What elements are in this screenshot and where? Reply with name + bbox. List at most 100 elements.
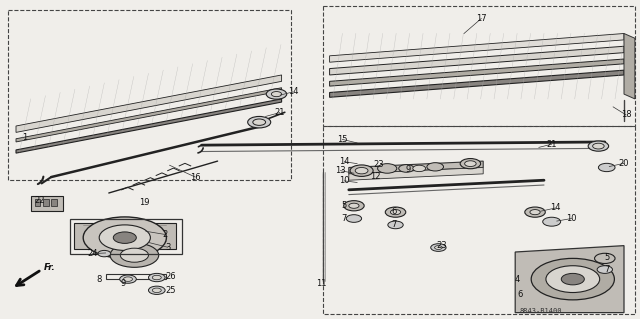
Circle shape (546, 266, 600, 293)
Text: 21: 21 (275, 108, 285, 117)
Bar (43, 199, 49, 206)
Circle shape (350, 165, 373, 176)
Polygon shape (624, 33, 635, 99)
Polygon shape (16, 75, 282, 132)
Circle shape (597, 266, 612, 273)
Circle shape (355, 167, 368, 174)
Bar (323, 6, 635, 126)
Circle shape (388, 221, 403, 229)
Circle shape (465, 161, 476, 167)
Circle shape (378, 164, 397, 173)
Text: 5: 5 (342, 201, 347, 210)
Text: 16: 16 (190, 173, 200, 182)
Text: 23: 23 (436, 241, 447, 250)
Circle shape (593, 143, 604, 149)
Text: Fr.: Fr. (44, 263, 55, 272)
Text: 14: 14 (550, 204, 561, 212)
Circle shape (390, 210, 401, 215)
Text: 7: 7 (604, 265, 609, 274)
Circle shape (530, 210, 540, 215)
Circle shape (266, 89, 287, 99)
Polygon shape (16, 88, 282, 142)
Text: 17: 17 (476, 14, 486, 23)
Text: 7: 7 (342, 214, 347, 223)
Text: 4: 4 (515, 275, 520, 284)
Circle shape (120, 275, 136, 283)
Circle shape (83, 217, 166, 258)
Polygon shape (330, 59, 624, 86)
Circle shape (120, 248, 148, 262)
Polygon shape (330, 33, 624, 62)
Bar (31, 196, 63, 211)
Text: 6: 6 (391, 207, 396, 216)
Circle shape (253, 119, 266, 125)
Circle shape (531, 258, 614, 300)
Circle shape (152, 288, 161, 293)
Text: 14: 14 (288, 87, 298, 96)
Polygon shape (330, 70, 624, 97)
Text: 21: 21 (547, 140, 557, 149)
Polygon shape (349, 161, 483, 174)
Circle shape (110, 243, 159, 267)
Bar (51, 199, 57, 206)
Text: 10: 10 (339, 176, 349, 185)
Text: 6: 6 (517, 290, 522, 299)
Polygon shape (74, 223, 176, 249)
Text: 20: 20 (619, 159, 629, 168)
Circle shape (525, 207, 545, 217)
Circle shape (399, 165, 414, 172)
Circle shape (148, 273, 165, 282)
Bar (35, 199, 40, 206)
Circle shape (431, 244, 446, 251)
Polygon shape (16, 99, 282, 153)
Text: 25: 25 (166, 286, 176, 295)
Text: 18: 18 (621, 110, 631, 119)
Text: 7: 7 (391, 220, 396, 229)
Circle shape (124, 277, 132, 281)
Text: 13: 13 (335, 166, 346, 175)
Text: 1: 1 (22, 133, 27, 142)
Circle shape (588, 141, 609, 151)
Circle shape (346, 215, 362, 222)
Circle shape (413, 165, 426, 172)
Text: 15: 15 (337, 135, 348, 144)
Polygon shape (515, 246, 624, 313)
Text: 22: 22 (35, 197, 45, 205)
Circle shape (561, 273, 584, 285)
Circle shape (152, 275, 161, 280)
Circle shape (99, 225, 150, 250)
Text: 26: 26 (166, 272, 176, 281)
Text: 2: 2 (163, 230, 168, 239)
Text: 5: 5 (604, 253, 609, 262)
Text: 3: 3 (165, 243, 170, 252)
Text: 9: 9 (121, 279, 126, 288)
Text: 14: 14 (339, 157, 349, 166)
Bar (323, 126, 635, 314)
Circle shape (427, 163, 444, 171)
Circle shape (113, 232, 136, 243)
Text: 12: 12 (370, 172, 380, 181)
Polygon shape (330, 46, 624, 75)
Circle shape (98, 250, 111, 257)
Text: 24: 24 (88, 249, 98, 258)
Circle shape (460, 159, 481, 169)
Text: 10: 10 (566, 214, 577, 223)
Circle shape (385, 207, 406, 217)
Polygon shape (349, 167, 483, 180)
Bar (8, 10, 291, 180)
Circle shape (435, 246, 442, 249)
Circle shape (148, 286, 165, 294)
Text: 19: 19 (139, 198, 149, 207)
Circle shape (271, 92, 282, 97)
Text: 11: 11 (316, 279, 326, 288)
Circle shape (248, 116, 271, 128)
Circle shape (598, 163, 615, 172)
Circle shape (543, 217, 561, 226)
Circle shape (349, 203, 359, 208)
Circle shape (344, 201, 364, 211)
Text: 9: 9 (406, 165, 411, 174)
Text: 23: 23 (374, 160, 384, 169)
Text: 8R43-B1400: 8R43-B1400 (520, 308, 562, 314)
Text: 8: 8 (97, 275, 102, 284)
Circle shape (595, 253, 615, 263)
